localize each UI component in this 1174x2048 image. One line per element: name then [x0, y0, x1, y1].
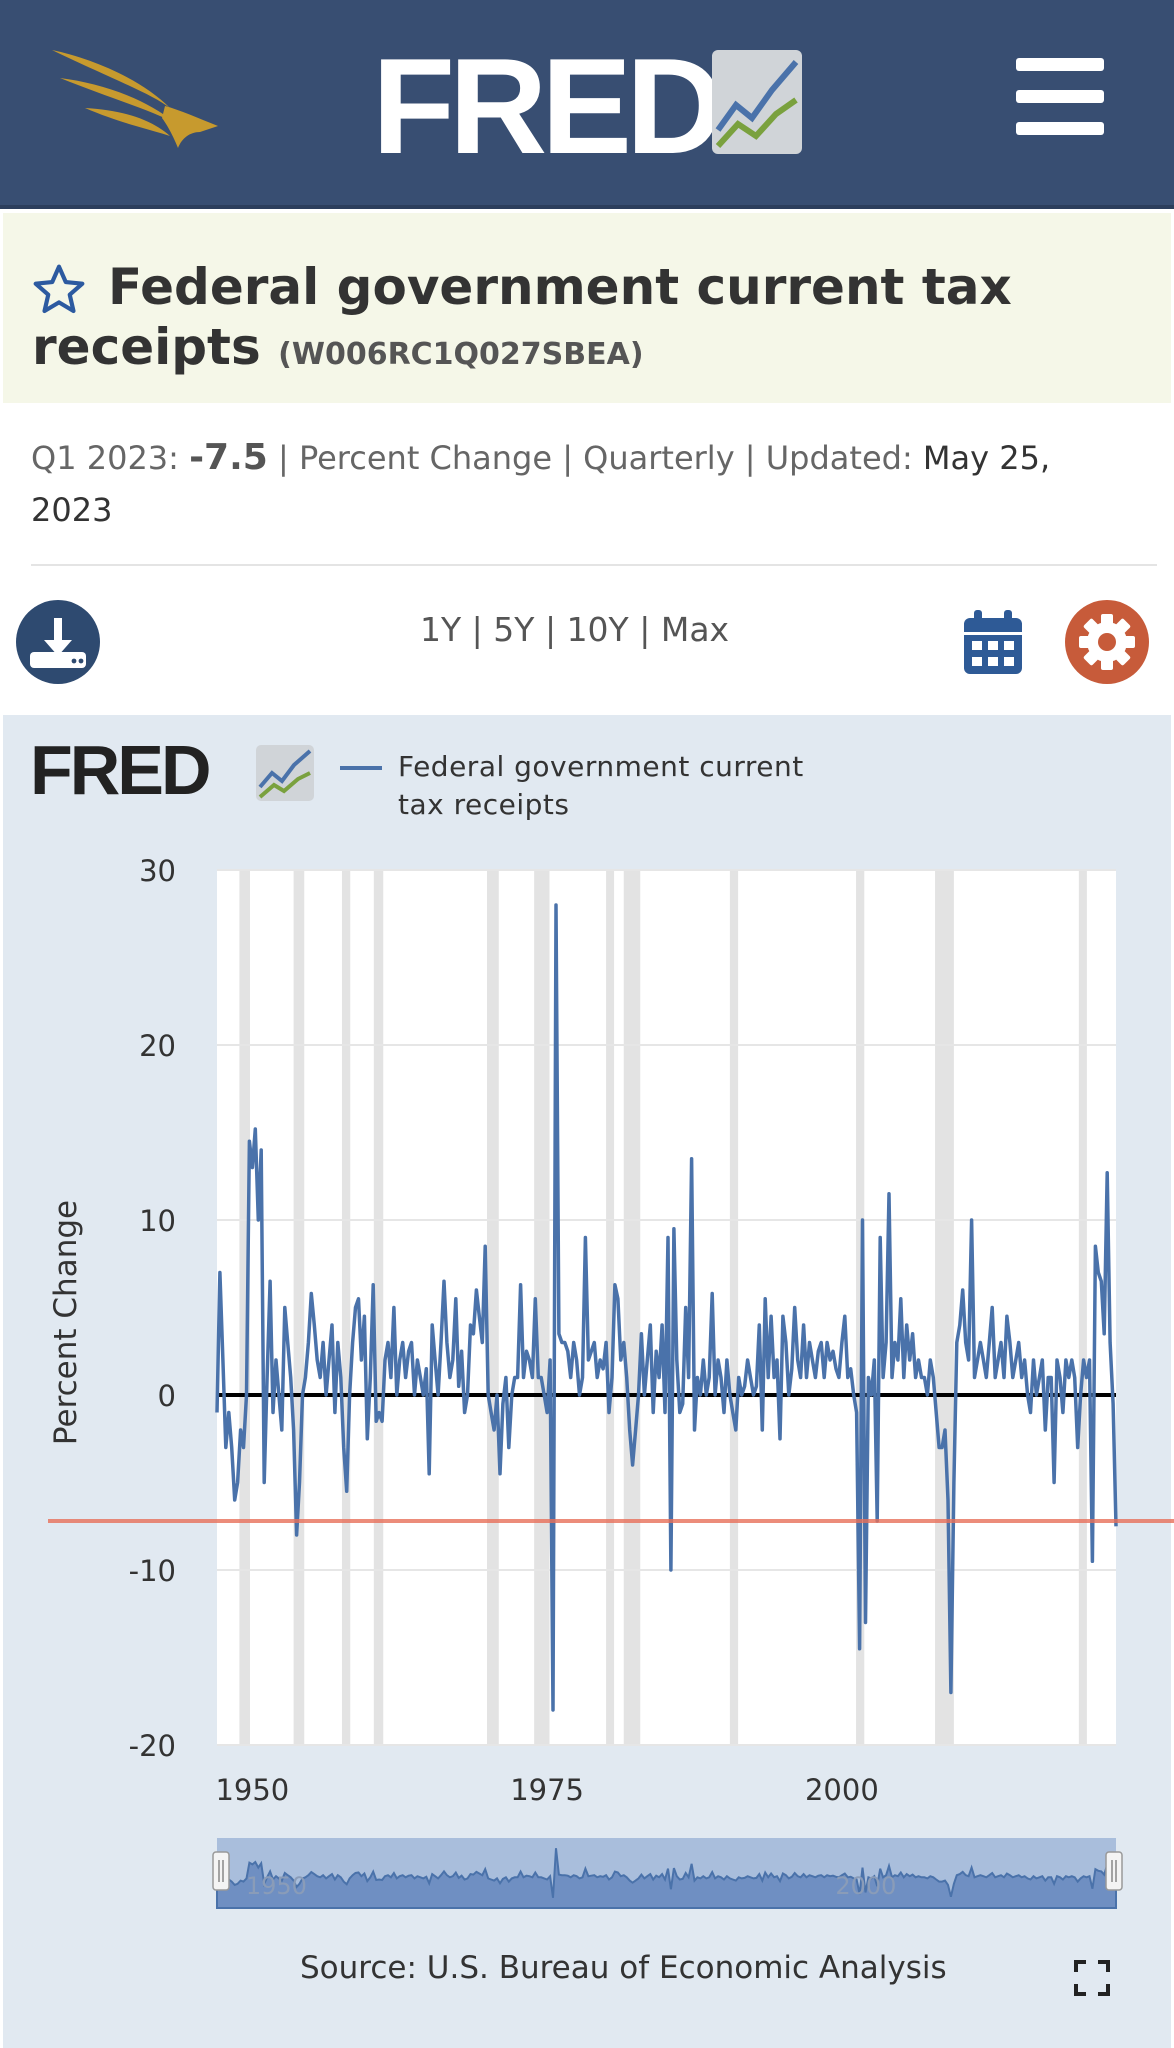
hamburger-icon [1016, 58, 1104, 71]
fred-chart-logo-icon [712, 50, 802, 154]
gear-icon [1079, 614, 1135, 670]
range-10y[interactable]: 10Y [566, 610, 629, 649]
meta-separator: | [562, 439, 573, 477]
series-title: Federal government current tax receipts … [32, 257, 1142, 385]
updated-label: Updated: [765, 439, 913, 477]
divider [31, 564, 1157, 566]
range-5y[interactable]: 5Y [493, 610, 535, 649]
range-separator: | [544, 610, 557, 649]
fred-logo-text[interactable]: FRED [372, 30, 724, 182]
observation-period: Q1 2023: [31, 439, 179, 477]
x-tick-label: 1950 [215, 1773, 289, 1807]
star-icon[interactable] [31, 262, 87, 318]
y-axis-label: Percent Change [48, 1200, 84, 1445]
x-tick-label: 1975 [510, 1773, 584, 1807]
y-tick-label: 0 [158, 1379, 176, 1413]
units-link[interactable]: Percent Change [298, 439, 553, 477]
navigator-series [216, 1848, 1117, 1909]
recession-shading [239, 870, 1087, 1745]
series-title-bar: Federal government current tax receipts … [3, 213, 1171, 403]
download-icon [30, 618, 86, 668]
recession-band [1078, 870, 1087, 1745]
recession-band [239, 870, 251, 1745]
navigator-left-handle[interactable] [212, 1851, 230, 1891]
series-line [215, 903, 1118, 1712]
recession-band [623, 870, 641, 1745]
range-max[interactable]: Max [660, 610, 730, 649]
settings-button[interactable] [1065, 600, 1149, 684]
y-tick-label: -10 [129, 1554, 176, 1588]
meta-separator: | [744, 439, 756, 477]
navigator-tick-label: 1950 [246, 1872, 307, 1900]
calendar-icon[interactable] [962, 608, 1024, 676]
series-meta: Q1 2023: -7.5 | Percent Change | Quarter… [31, 432, 1141, 536]
date-range-selector: 1Y | 5Y | 10Y | Max [420, 605, 729, 655]
x-axis-ticks: 1950 1975 2000 [215, 1773, 878, 1807]
y-tick-label: -20 [129, 1729, 176, 1763]
series-id: (W006RC1Q027SBEA) [278, 337, 644, 372]
y-tick-label: 30 [139, 854, 176, 888]
navigator-right-handle[interactable] [1105, 1851, 1123, 1891]
y-tick-label: 10 [139, 1204, 176, 1238]
range-separator: | [639, 610, 651, 649]
recession-band [373, 870, 384, 1745]
fullscreen-icon[interactable] [1074, 1960, 1110, 1996]
top-nav-bar: FRED ® [0, 0, 1174, 209]
range-1y[interactable]: 1Y [420, 610, 462, 649]
x-tick-label: 2000 [805, 1773, 879, 1807]
meta-separator: | [278, 439, 289, 477]
recession-band [534, 870, 550, 1745]
download-button[interactable] [16, 600, 100, 684]
series-title-text: Federal government current tax receipts [32, 258, 1012, 376]
recession-band [856, 870, 865, 1745]
y-axis-ticks: 30 20 10 0 -10 -20 [129, 854, 176, 1763]
recession-band [729, 870, 739, 1745]
source-note: Source: U.S. Bureau of Economic Analysis [300, 1950, 947, 1986]
fed-eagle-logo-icon[interactable] [50, 48, 220, 158]
range-navigator[interactable]: 1950 2000 [212, 1838, 1123, 1909]
registered-mark: ® [682, 134, 693, 150]
updated-date: May 25, 2023 [31, 439, 1051, 529]
recession-band [341, 870, 351, 1745]
y-tick-label: 20 [139, 1029, 176, 1063]
navigator-tick-label: 2000 [835, 1872, 896, 1900]
observation-value: -7.5 [189, 437, 268, 478]
recession-band [486, 870, 499, 1745]
recession-band [293, 870, 305, 1745]
menu-button[interactable] [1016, 58, 1104, 138]
fred-chart-small-logo-icon [256, 745, 314, 801]
legend-swatch [340, 766, 382, 770]
range-separator: | [471, 610, 483, 649]
fred-chart-watermark-text: FRED [30, 731, 212, 809]
frequency-link[interactable]: Quarterly [583, 439, 735, 477]
recession-band [606, 870, 615, 1745]
legend-label: Federal government current tax receipts [398, 750, 804, 821]
